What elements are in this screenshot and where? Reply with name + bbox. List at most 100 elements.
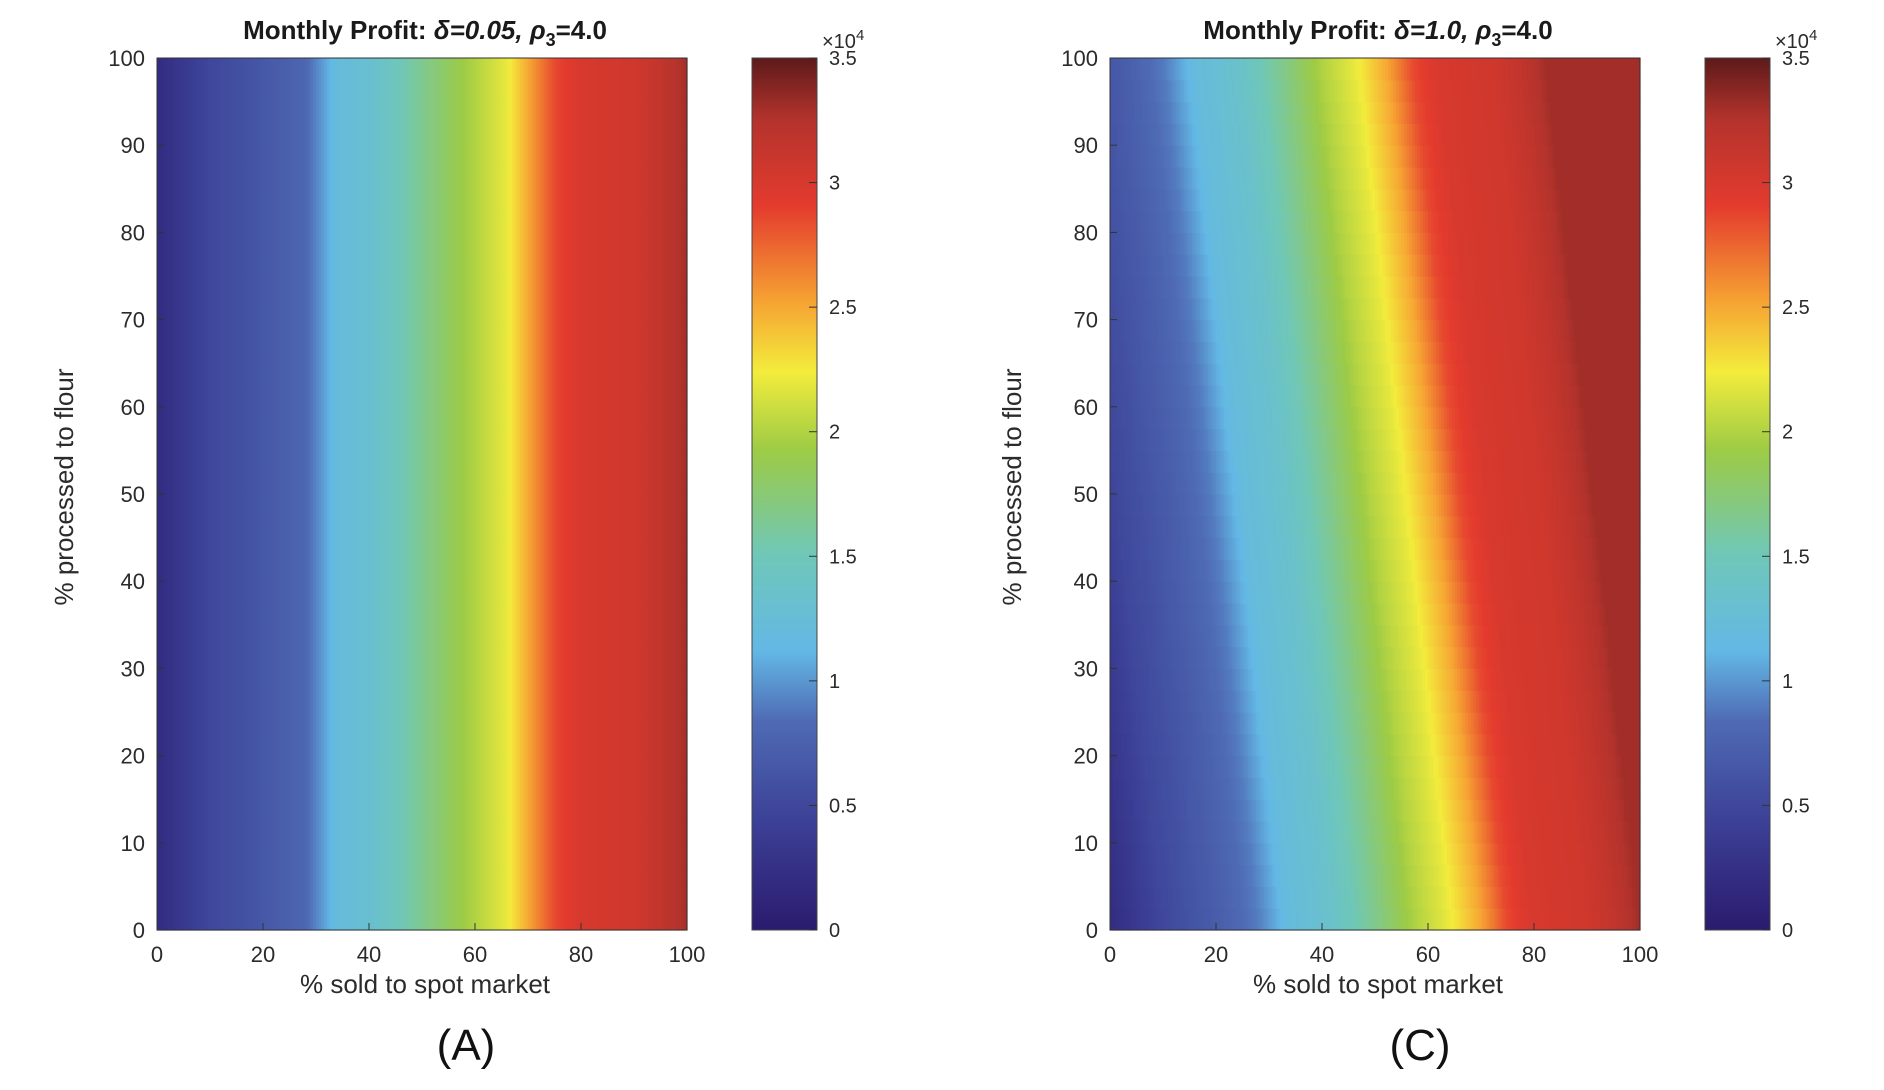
heatmap-cell — [615, 668, 619, 691]
heatmap-cell — [403, 864, 407, 887]
heatmap-cell — [652, 472, 656, 495]
heatmap-cell — [310, 668, 314, 691]
heatmap-cell — [210, 494, 214, 517]
heatmap-cell — [657, 646, 662, 669]
heatmap-cell — [641, 712, 646, 735]
heatmap-cell — [228, 537, 232, 560]
heatmap-cell — [586, 886, 590, 909]
heatmap-cell — [626, 712, 630, 735]
heatmap-cell — [567, 385, 571, 408]
heatmap-cell — [331, 624, 336, 648]
heatmap-cell — [164, 581, 169, 604]
heatmap-cell — [634, 428, 638, 451]
heatmap-cell — [384, 886, 389, 909]
heatmap-cell — [453, 908, 458, 931]
heatmap-cell — [241, 515, 246, 539]
heatmap-cell — [676, 603, 680, 626]
heatmap-cell — [634, 494, 638, 517]
heatmap-cell — [628, 559, 632, 582]
heatmap-cell — [525, 603, 529, 626]
heatmap-cell — [485, 646, 489, 669]
heatmap-cell — [469, 864, 473, 887]
heatmap-cell — [411, 428, 415, 451]
heatmap-cell — [329, 821, 333, 844]
heatmap-cell — [376, 537, 381, 560]
heatmap-cell — [164, 406, 169, 430]
heatmap-cell — [673, 712, 677, 735]
heatmap-cell — [278, 821, 283, 844]
heatmap-cell — [477, 646, 481, 669]
heatmap-cell — [318, 733, 322, 757]
heatmap-cell — [273, 712, 277, 735]
heatmap-cell — [533, 799, 537, 822]
heatmap-cell — [504, 733, 508, 757]
heatmap-cell — [490, 472, 495, 495]
heatmap-cell — [323, 450, 328, 473]
heatmap-cell — [416, 624, 420, 648]
heatmap-cell — [567, 799, 571, 822]
heatmap-cell — [297, 515, 301, 539]
heatmap-cell — [437, 799, 442, 822]
heatmap-cell — [252, 799, 256, 822]
heatmap-cell — [300, 733, 304, 757]
heatmap-cell — [567, 515, 571, 539]
heatmap-cell — [583, 472, 587, 495]
heatmap-cell — [533, 690, 537, 713]
heatmap-cell — [437, 864, 442, 887]
heatmap-cell — [623, 842, 627, 866]
heatmap-cell — [345, 821, 349, 844]
heatmap-cell — [514, 712, 518, 735]
heatmap-cell — [249, 537, 253, 560]
heatmap-cell — [567, 886, 571, 909]
heatmap-cell — [183, 406, 187, 430]
heatmap-cell — [602, 886, 606, 909]
heatmap-cell — [178, 494, 182, 517]
heatmap-cell — [403, 777, 407, 800]
heatmap-cell — [551, 908, 556, 931]
heatmap-cell — [506, 690, 511, 713]
heatmap-cell — [225, 603, 230, 626]
heatmap-cell — [464, 450, 468, 473]
heatmap-cell — [350, 668, 354, 691]
heatmap-cell — [636, 908, 640, 931]
heatmap-cell — [268, 733, 272, 757]
heatmap-cell — [469, 406, 473, 430]
heatmap-cell — [618, 690, 622, 713]
heatmap-cell — [435, 821, 439, 844]
heatmap-cell — [679, 690, 683, 713]
heatmap-cell — [313, 428, 317, 451]
heatmap-cell — [522, 690, 526, 713]
heatmap-cell — [459, 733, 463, 757]
heatmap-cell — [186, 603, 190, 626]
heatmap-cell — [204, 821, 208, 844]
heatmap-cell — [260, 842, 264, 866]
heatmap-cell — [498, 733, 503, 757]
heatmap-cell — [639, 559, 643, 582]
heatmap-cell — [366, 537, 370, 560]
heatmap-cell — [456, 428, 460, 451]
heatmap-cell — [578, 668, 582, 691]
heatmap-cell — [562, 690, 566, 713]
heatmap-cell — [596, 712, 601, 735]
heatmap-cell — [220, 428, 224, 451]
heatmap-cell — [599, 864, 603, 887]
heatmap-cell — [326, 821, 330, 844]
heatmap-cell — [557, 385, 561, 408]
heatmap-cell — [578, 428, 582, 451]
heatmap-cell — [663, 755, 667, 778]
heatmap-cell — [207, 559, 211, 582]
heatmap-cell — [663, 603, 667, 626]
heatmap-cell — [533, 472, 537, 495]
heatmap-cell — [284, 886, 288, 909]
heatmap-cell — [647, 537, 651, 560]
heatmap-cell — [509, 886, 513, 909]
heatmap-cell — [472, 799, 476, 822]
heatmap-cell — [644, 712, 648, 735]
heatmap-cell — [604, 646, 609, 669]
heatmap-cell — [538, 603, 542, 626]
heatmap-cell — [485, 777, 489, 800]
heatmap-cell — [223, 842, 227, 866]
heatmap-cell — [371, 494, 375, 517]
heatmap-cell — [278, 864, 283, 887]
heatmap-cell — [461, 646, 465, 669]
